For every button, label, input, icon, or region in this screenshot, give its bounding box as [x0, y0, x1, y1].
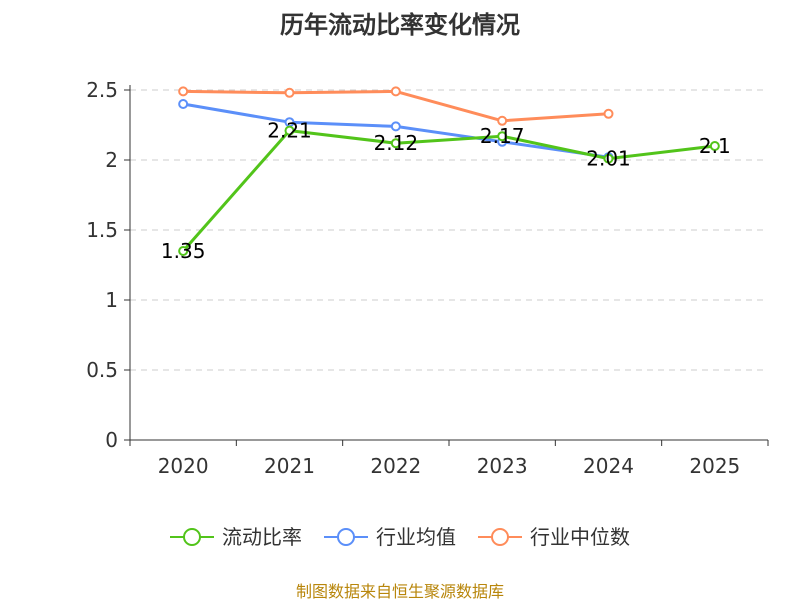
legend-item[interactable]: 行业均值 [324, 525, 456, 549]
chart-title: 历年流动比率变化情况 [280, 11, 520, 39]
data-label: 2.12 [374, 131, 419, 155]
data-point[interactable] [390, 86, 401, 97]
legend-marker-icon [491, 528, 509, 546]
x-tick-label: 2025 [689, 454, 740, 478]
y-tick-label: 0.5 [86, 358, 118, 382]
legend-marker-icon [337, 528, 355, 546]
y-tick-label: 1.5 [86, 218, 118, 242]
data-point[interactable] [497, 115, 508, 126]
data-label: 2.01 [586, 147, 631, 171]
x-tick-label: 2020 [158, 454, 209, 478]
data-point[interactable] [284, 87, 295, 98]
data-point[interactable] [178, 99, 189, 109]
source-note: 制图数据来自恒生聚源数据库 [296, 582, 504, 600]
x-tick-label: 2023 [477, 454, 528, 478]
data-point[interactable] [178, 86, 189, 97]
data-point[interactable] [497, 131, 508, 142]
data-label: 2.21 [267, 119, 312, 143]
data-point[interactable] [603, 153, 614, 164]
x-tick-label: 2021 [264, 454, 315, 478]
legend-label: 行业均值 [376, 525, 456, 549]
data-point[interactable] [390, 121, 401, 132]
y-tick-label: 0 [105, 428, 118, 452]
data-label-layer: 1.35 2.21 2.12 2.17 2.01 2.1 [161, 119, 731, 263]
axis-layer: 0 0.5 1 1.5 2 2.5 2020 2021 2022 2023 2024 2025 [86, 78, 769, 478]
legend-marker-icon [183, 528, 201, 546]
data-point[interactable] [390, 138, 401, 149]
legend-label: 行业中位数 [530, 525, 630, 549]
legend-item[interactable]: 行业中位数 [478, 525, 630, 549]
data-label: 1.35 [161, 239, 206, 263]
legend: 流动比率 行业均值 行业中位数 [170, 525, 630, 549]
y-tick-label: 2.5 [86, 78, 118, 102]
data-point[interactable] [284, 125, 295, 136]
data-point[interactable] [178, 246, 189, 256]
y-tick-label: 2 [105, 148, 118, 172]
x-tick-label: 2022 [370, 454, 421, 478]
legend-label: 流动比率 [222, 525, 302, 549]
data-point[interactable] [603, 108, 614, 119]
grid-layer [130, 89, 768, 371]
data-label: 2.17 [480, 124, 525, 148]
y-tick-label: 1 [105, 288, 118, 312]
x-tick-label: 2024 [583, 454, 634, 478]
series-layer [178, 86, 720, 256]
data-label: 2.1 [699, 134, 731, 158]
legend-item[interactable]: 流动比率 [170, 525, 302, 549]
series-line [182, 129, 716, 252]
data-point[interactable] [709, 141, 720, 151]
